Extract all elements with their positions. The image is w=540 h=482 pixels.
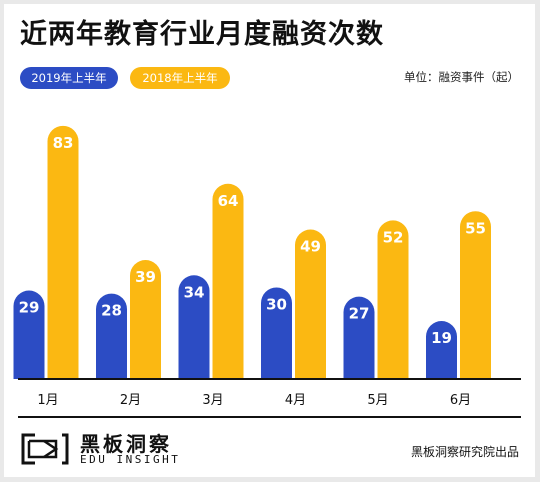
bar-2018 xyxy=(460,211,491,379)
bar-2019 xyxy=(261,287,292,379)
bar-2019 xyxy=(343,296,375,379)
value-label-2018: 52 xyxy=(383,228,404,246)
bar-2018 xyxy=(130,260,161,379)
brand-name-cn: 黑板洞察 xyxy=(80,432,172,456)
bar-2019 xyxy=(13,290,45,379)
chart-card: 近两年教育行业月度融资次数 2019年上半年 2018年上半年 单位：融资事件（… xyxy=(4,4,535,477)
credit-text: 黑板洞察研究院出品 xyxy=(410,445,519,459)
chart-title: 近两年教育行业月度融资次数 xyxy=(20,19,384,50)
bar-2018 xyxy=(212,183,244,379)
x-tick-label: 4月 xyxy=(285,393,306,408)
bar-2019 xyxy=(178,275,210,379)
x-tick-label: 2月 xyxy=(120,393,141,408)
value-label-2018: 83 xyxy=(53,134,74,152)
edu-insight-logo-icon xyxy=(21,433,69,465)
unit-label: 单位：融资事件（起） xyxy=(404,70,519,84)
x-tick-label: 6月 xyxy=(450,393,471,408)
value-label-2018: 64 xyxy=(218,192,239,210)
value-label-2019: 19 xyxy=(431,329,452,347)
x-tick-label: 1月 xyxy=(37,393,58,408)
value-label-2019: 28 xyxy=(101,302,122,320)
bar-2018 xyxy=(295,229,326,379)
value-label-2019: 34 xyxy=(184,283,205,301)
value-label-2019: 29 xyxy=(19,299,40,317)
value-label-2018: 49 xyxy=(300,238,321,256)
value-label-2018: 55 xyxy=(465,219,486,237)
value-label-2019: 30 xyxy=(266,296,287,314)
legend-2019: 2019年上半年 xyxy=(20,67,118,89)
bar-2019 xyxy=(96,293,127,379)
value-label-2018: 39 xyxy=(135,268,156,286)
brand-name-en: EDU INSIGHT xyxy=(80,453,181,466)
bar-2019 xyxy=(426,321,457,379)
bar-2018 xyxy=(377,220,409,379)
bar-2018 xyxy=(47,125,79,379)
x-tick-label: 5月 xyxy=(367,393,388,408)
x-tick-label: 3月 xyxy=(202,393,223,408)
value-label-2019: 27 xyxy=(349,305,370,323)
bar-chart: 29 83 28 39 34 64 30 49 27 52 19 55 1月 2月 3月 4月 5月 6月 xyxy=(13,125,521,408)
footer-divider xyxy=(18,416,521,418)
legend-2018: 2018年上半年 xyxy=(130,67,230,89)
